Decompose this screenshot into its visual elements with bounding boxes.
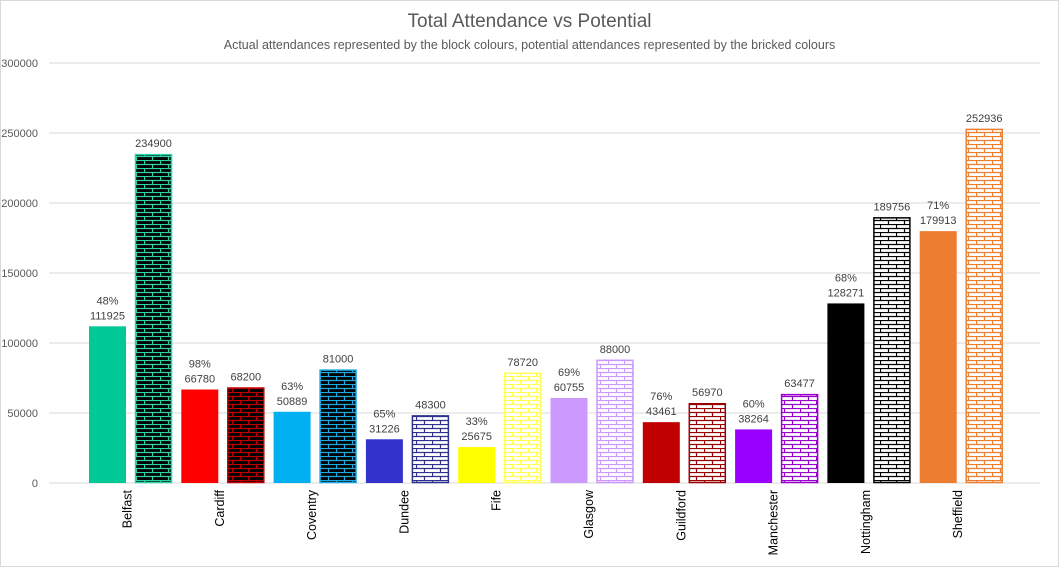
bar-potential-manchester <box>780 393 819 484</box>
bar-actual-fife <box>458 447 496 483</box>
y-tick-label: 300000 <box>1 58 38 70</box>
y-tick-label: 0 <box>32 478 38 490</box>
x-tick-label: Coventry <box>305 489 319 540</box>
data-label-potential: 48300 <box>415 399 446 411</box>
bar-potential-guildford <box>688 402 727 484</box>
bar-potential-cardiff <box>227 387 265 484</box>
data-label-actual: 179913 <box>920 215 957 227</box>
data-label-potential: 68200 <box>231 372 262 384</box>
y-tick-label: 50000 <box>7 408 38 420</box>
bar-potential-coventry <box>319 369 357 484</box>
y-tick-label: 100000 <box>1 338 38 350</box>
x-tick-label: Guildford <box>674 490 688 541</box>
data-label-potential: 88000 <box>600 344 631 356</box>
data-label-percent: 69% <box>558 367 580 379</box>
x-tick-label: Fife <box>490 490 504 511</box>
x-tick-label: Manchester <box>767 490 781 555</box>
chart-title: Total Attendance vs Potential <box>407 11 652 32</box>
bar-actual-sheffield <box>919 231 957 483</box>
data-label-potential: 56970 <box>692 387 723 399</box>
data-label-potential: 78720 <box>507 357 538 369</box>
data-label-percent: 63% <box>281 381 303 393</box>
data-label-actual: 50889 <box>277 396 308 408</box>
data-label-actual: 60755 <box>554 382 585 394</box>
bar-actual-nottingham <box>827 303 865 483</box>
y-axis-labels: 0 50000 100000 150000 200000 250000 300000 <box>1 58 38 490</box>
bar-actual-cardiff <box>181 389 219 483</box>
data-label-actual: 38264 <box>738 413 769 425</box>
data-label-actual: 31226 <box>369 423 400 435</box>
data-label-percent: 65% <box>373 408 395 420</box>
data-label-actual: 25675 <box>461 431 492 443</box>
bar-potential-belfast <box>134 153 173 484</box>
bar-actual-manchester <box>735 429 773 483</box>
data-label-actual: 111925 <box>90 310 125 322</box>
data-label-potential: 189756 <box>874 201 911 213</box>
y-tick-label: 200000 <box>1 198 38 210</box>
x-tick-label: Nottingham <box>859 490 873 554</box>
bars <box>89 128 1003 484</box>
y-tick-label: 150000 <box>1 268 38 280</box>
x-tick-label: Dundee <box>397 490 411 534</box>
bar-actual-glasgow <box>550 397 588 483</box>
data-label-percent: 71% <box>927 200 949 212</box>
data-label-potential: 81000 <box>323 354 354 366</box>
bar-potential-dundee <box>411 415 450 484</box>
bar-actual-guildford <box>642 422 680 483</box>
data-label-percent: 76% <box>650 391 672 403</box>
y-tick-label: 250000 <box>1 128 38 140</box>
data-labels: 48% 111925 234900 98% 66780 68200 63% 50889 8100… <box>90 113 1003 443</box>
data-label-percent: 98% <box>189 359 211 371</box>
data-label-percent: 60% <box>743 398 765 410</box>
bar-potential-glasgow <box>596 359 634 484</box>
x-tick-label: Belfast <box>121 489 135 528</box>
bar-actual-belfast <box>89 326 126 483</box>
data-label-actual: 66780 <box>185 374 216 386</box>
bar-potential-nottingham <box>873 217 911 484</box>
chart-subtitle: Actual attendances represented by the bl… <box>223 38 836 52</box>
data-label-percent: 33% <box>466 416 488 428</box>
data-label-actual: 128271 <box>828 287 865 299</box>
x-tick-label: Sheffield <box>951 490 965 538</box>
bar-potential-fife <box>503 372 542 484</box>
x-tick-label: Glasgow <box>582 489 596 539</box>
data-label-potential: 252936 <box>966 113 1003 125</box>
data-label-potential: 234900 <box>135 138 172 150</box>
data-label-percent: 68% <box>835 272 857 284</box>
bar-actual-dundee <box>365 439 403 483</box>
x-tick-label: Cardiff <box>213 489 227 526</box>
bar-actual-coventry <box>273 411 311 483</box>
data-label-actual: 43461 <box>646 406 677 418</box>
bar-potential-sheffield <box>965 128 1003 484</box>
data-label-potential: 63477 <box>784 378 815 390</box>
x-axis-labels: Belfast Cardiff Coventry Dundee Fife Glasgow G… <box>121 489 966 555</box>
data-label-percent: 48% <box>96 295 118 307</box>
